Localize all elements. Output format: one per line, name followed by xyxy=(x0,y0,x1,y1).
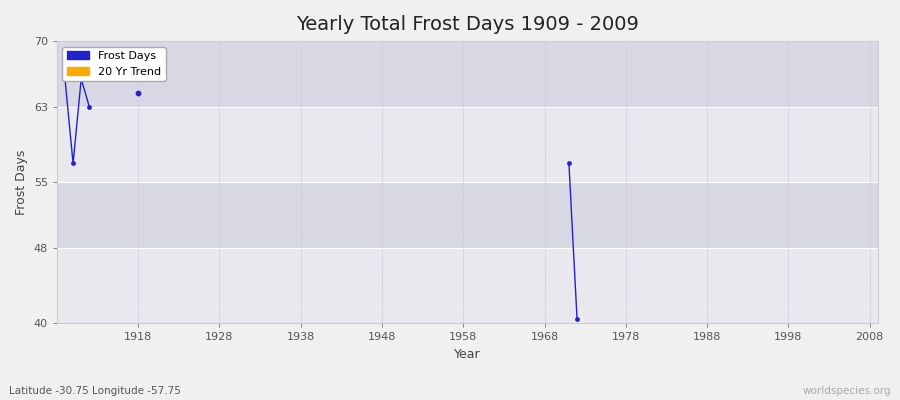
Bar xyxy=(57,41,878,107)
Text: worldspecies.org: worldspecies.org xyxy=(803,386,891,396)
Point xyxy=(66,160,80,167)
Point xyxy=(82,104,96,110)
Bar xyxy=(57,248,878,324)
Point xyxy=(58,76,72,82)
Bar xyxy=(57,182,878,248)
Point xyxy=(130,90,145,96)
Point xyxy=(562,160,576,167)
X-axis label: Year: Year xyxy=(454,348,481,361)
Bar xyxy=(57,107,878,182)
Text: Latitude -30.75 Longitude -57.75: Latitude -30.75 Longitude -57.75 xyxy=(9,386,181,396)
Title: Yearly Total Frost Days 1909 - 2009: Yearly Total Frost Days 1909 - 2009 xyxy=(296,15,639,34)
Y-axis label: Frost Days: Frost Days xyxy=(15,150,28,215)
Point xyxy=(74,76,88,82)
Legend: Frost Days, 20 Yr Trend: Frost Days, 20 Yr Trend xyxy=(62,47,166,81)
Point xyxy=(570,316,584,322)
